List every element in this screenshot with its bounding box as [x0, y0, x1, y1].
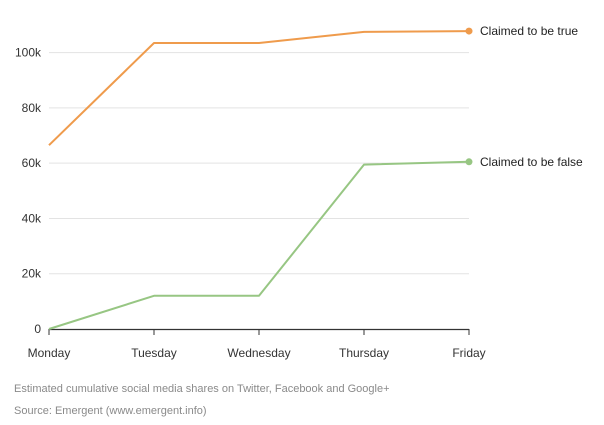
series-label: Claimed to be false — [480, 155, 583, 169]
y-tick-label: 100k — [15, 46, 42, 60]
x-tick-label: Tuesday — [131, 346, 177, 360]
x-tick-label: Thursday — [339, 346, 389, 360]
series-end-point — [465, 158, 473, 166]
x-tick-label: Wednesday — [227, 346, 290, 360]
series-line-0 — [48, 30, 470, 146]
series-line-1 — [48, 160, 470, 330]
series-end-point — [465, 27, 473, 35]
x-axis: Monday Tuesday Wednesday Thursday Friday — [28, 328, 486, 360]
series-label: Claimed to be true — [480, 24, 578, 38]
y-tick-label: 40k — [22, 211, 42, 225]
x-tick-label: Monday — [28, 346, 71, 360]
y-tick-label: 0 — [34, 322, 41, 336]
y-tick-label: 80k — [22, 101, 42, 115]
chart-caption: Estimated cumulative social media shares… — [14, 383, 390, 395]
y-tick-label: 60k — [22, 156, 42, 170]
line-chart: 0 20k 40k 60k 80k 100k Monday Tuesday Wednesday… — [15, 24, 583, 360]
y-axis-tick-labels: 0 20k 40k 60k 80k 100k — [15, 46, 42, 336]
series-labels: Claimed to be true Claimed to be false — [480, 24, 583, 169]
series-lines — [48, 27, 473, 330]
x-tick-label: Friday — [452, 346, 485, 360]
y-tick-label: 20k — [22, 267, 42, 281]
chart-source: Source: Emergent (www.emergent.info) — [14, 405, 207, 417]
gridlines — [49, 52, 469, 275]
